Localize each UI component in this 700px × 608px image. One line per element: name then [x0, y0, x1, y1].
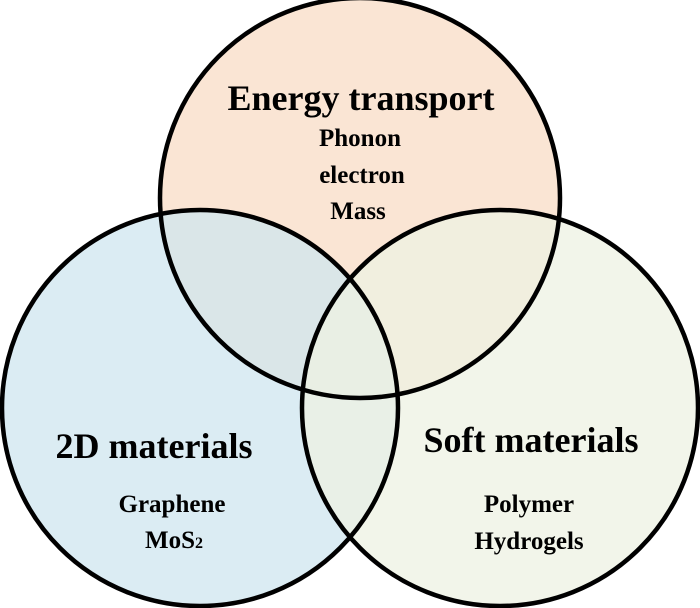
energy-transport-circle-outline: [157, 0, 563, 401]
soft-materials-item-polymer: Polymer: [484, 491, 574, 518]
energy-transport-item-phonon: Phonon: [319, 125, 401, 152]
energy-transport-item-mass: Mass: [330, 198, 386, 225]
2d-materials-item-graphene: Graphene: [119, 491, 226, 518]
soft-materials-item-hydrogels: Hydrogels: [474, 528, 584, 555]
2d-materials-circle-outline: [0, 207, 401, 608]
mos2-base: MoS: [145, 527, 195, 554]
2d-materials-title: 2D materials: [56, 426, 253, 466]
soft-materials-title: Soft materials: [424, 420, 639, 460]
energy-transport-title: Energy transport: [228, 78, 495, 118]
2d-materials-circle-fill: [2, 210, 398, 606]
soft-materials-circle-fill: [302, 210, 698, 606]
energy-transport-item-electron: electron: [319, 162, 405, 189]
2d-materials-item-mos2: MoS2: [145, 527, 203, 554]
soft-materials-circle-outline: [299, 207, 700, 608]
mos2-subscript: 2: [195, 535, 203, 552]
